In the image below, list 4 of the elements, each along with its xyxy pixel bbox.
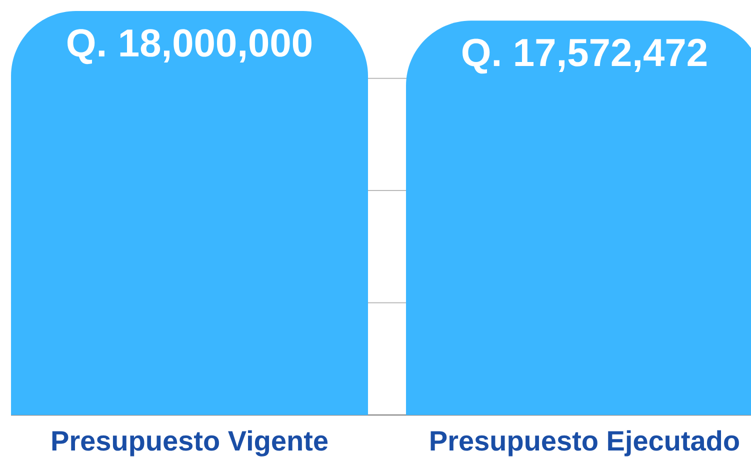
x-tick-label: Presupuesto Vigente [52,430,328,456]
x-tick-label: Presupuesto Ejecutado [430,430,739,456]
data-label: Q. 17,572,472 [462,38,706,74]
data-label: Q. 18,000,000 [68,29,312,64]
